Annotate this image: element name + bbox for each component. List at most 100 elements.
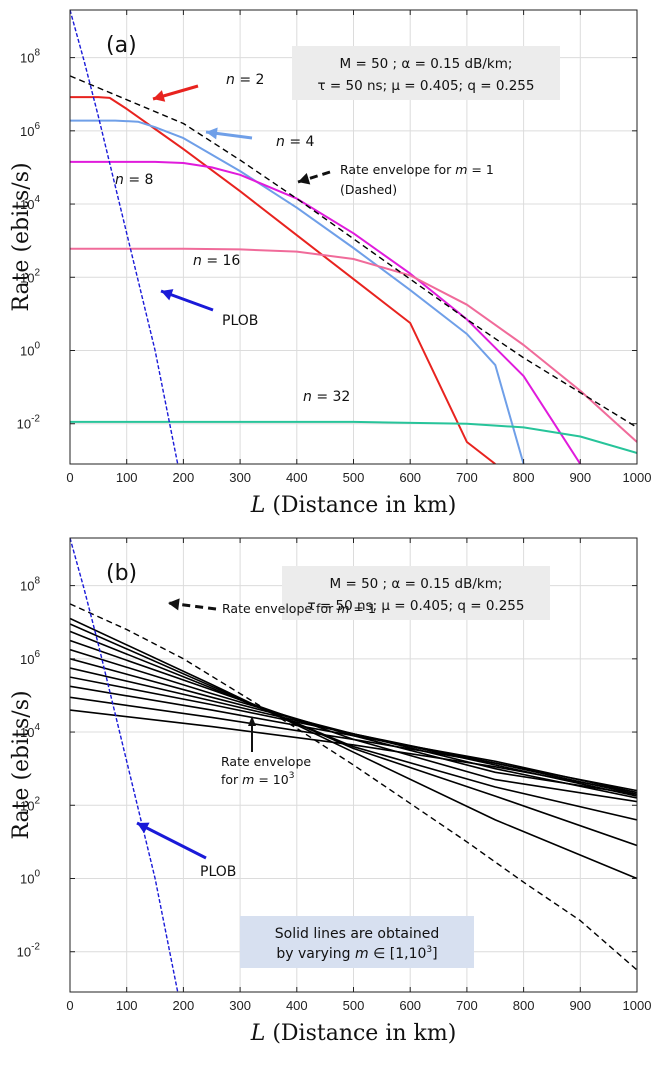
annotation-n16: n = 16 (193, 253, 240, 269)
y-tick-label: 108 (20, 576, 40, 594)
arrow-n2-head (153, 90, 166, 102)
arrow-n4-head (206, 127, 218, 140)
label-sup: 3 (289, 771, 295, 781)
y-tick-base: 10 (20, 270, 34, 285)
y-tick-label: 100 (20, 869, 40, 887)
label-var: m (337, 601, 349, 616)
series-line-13 (70, 538, 179, 992)
arrow-envelope-head (298, 172, 311, 185)
x-tick-label: 700 (456, 998, 478, 1013)
series-line-2 (70, 119, 525, 464)
label-text: Rate envelope for (222, 601, 337, 616)
y-tick-exponent: 4 (34, 722, 40, 733)
y-tick-label: 10-2 (17, 414, 41, 432)
x-tick-label: 400 (286, 998, 308, 1013)
info-box (240, 916, 474, 968)
label-text: Rate envelope for (340, 162, 455, 177)
x-tick-label: 100 (116, 998, 138, 1013)
y-tick-exponent: 4 (34, 194, 40, 205)
x-axis-text: (Distance in km) (272, 493, 456, 518)
chart-panel-a: 0 100 200 300 400 500 600 700 800 900 100010-21001… (9, 9, 651, 518)
x-tick-label: 1000 (623, 998, 652, 1013)
info-line-2: by varying m ∈ [1,103] (276, 945, 437, 962)
x-tick-label: 500 (343, 470, 365, 485)
label-var: n (303, 389, 312, 405)
annotation-n32: n = 32 (303, 389, 350, 405)
y-tick-base: 10 (20, 579, 34, 594)
y-tick-exponent: 6 (34, 121, 40, 132)
annotation-envelope-m1000-line2: for m = 103 (221, 771, 294, 787)
annotation-n4: n = 4 (276, 134, 315, 150)
x-tick-label: 800 (513, 470, 535, 485)
x-tick-label: 600 (399, 470, 421, 485)
x-tick-label: 900 (569, 998, 591, 1013)
x-tick-label: 200 (173, 998, 195, 1013)
y-tick-exponent: 0 (34, 341, 40, 352)
y-tick-base: 10 (20, 652, 34, 667)
series-line-3 (70, 160, 582, 464)
annotation-dashed: (Dashed) (340, 182, 397, 197)
x-tick-label: 600 (399, 998, 421, 1013)
label-after: = 1 (349, 601, 375, 616)
chart-panel-b: 0 100 200 300 400 500 600 700 800 900 100010-21001… (9, 537, 652, 1046)
y-axis-label: Rate (ebits/s) (9, 690, 34, 839)
series-line-1 (70, 603, 637, 971)
info-line-1: Solid lines are obtained (275, 926, 439, 942)
label-var: n (115, 172, 124, 188)
y-tick-exponent: 0 (34, 869, 40, 880)
label-after: ∈ [1,10 (369, 946, 427, 962)
x-tick-label: 300 (229, 998, 251, 1013)
label-var: m (355, 946, 369, 962)
y-tick-base: 10 (20, 197, 34, 212)
y-tick-label: 104 (20, 194, 40, 212)
x-tick-label: 200 (173, 470, 195, 485)
y-tick-base: 10 (20, 51, 34, 66)
x-tick-label: 300 (229, 470, 251, 485)
y-tick-label: 102 (20, 267, 40, 285)
x-axis-var: L (250, 493, 273, 518)
x-axis-var: L (250, 1021, 273, 1046)
parameter-box (292, 46, 560, 100)
label-value: = 32 (312, 389, 350, 405)
y-tick-label: 104 (20, 722, 40, 740)
parameter-box (282, 566, 550, 620)
y-tick-exponent: 2 (34, 267, 40, 278)
y-tick-label: 108 (20, 48, 40, 66)
x-tick-label: 500 (343, 998, 365, 1013)
annotation-n2: n = 2 (226, 72, 264, 88)
label-var: n (193, 253, 202, 269)
x-tick-label: 700 (456, 470, 478, 485)
y-tick-exponent: -2 (31, 414, 40, 425)
y-tick-base: 10 (20, 872, 34, 887)
label-text: for (221, 772, 242, 787)
series-line-1 (70, 96, 496, 464)
arrow-envelope-m1-head (168, 598, 180, 611)
y-tick-base: 10 (20, 124, 34, 139)
y-tick-exponent: 8 (34, 48, 40, 59)
x-axis-label: L (Distance in km) (250, 493, 457, 518)
label-var: m (455, 162, 467, 177)
label-var: n (276, 134, 285, 150)
label-after: = 1 (467, 162, 493, 177)
series-line-4 (70, 247, 637, 443)
x-tick-label: 0 (66, 470, 73, 485)
y-tick-base: 10 (20, 725, 34, 740)
arrow-plob (136, 821, 207, 860)
label-text: by varying (276, 946, 355, 962)
label-value: = 16 (202, 253, 241, 269)
y-tick-label: 10-2 (17, 942, 41, 960)
y-tick-label: 100 (20, 341, 40, 359)
series-line-2 (70, 617, 637, 880)
annotation-n8: n = 8 (115, 172, 153, 188)
y-tick-label: 106 (20, 121, 40, 139)
label-sup: 3 (426, 945, 432, 955)
x-tick-label: 100 (116, 470, 138, 485)
y-tick-base: 10 (17, 945, 31, 960)
parameter-line-2: τ = 50 ns; μ = 0.405; q = 0.255 (307, 598, 524, 614)
arrow-plob-head (137, 822, 150, 834)
y-tick-base: 10 (17, 417, 31, 432)
series-line-6 (70, 75, 637, 428)
y-axis-label: Rate (ebits/s) (9, 162, 34, 311)
arrow-m1000-head (248, 716, 256, 726)
label-var: n (226, 72, 235, 88)
